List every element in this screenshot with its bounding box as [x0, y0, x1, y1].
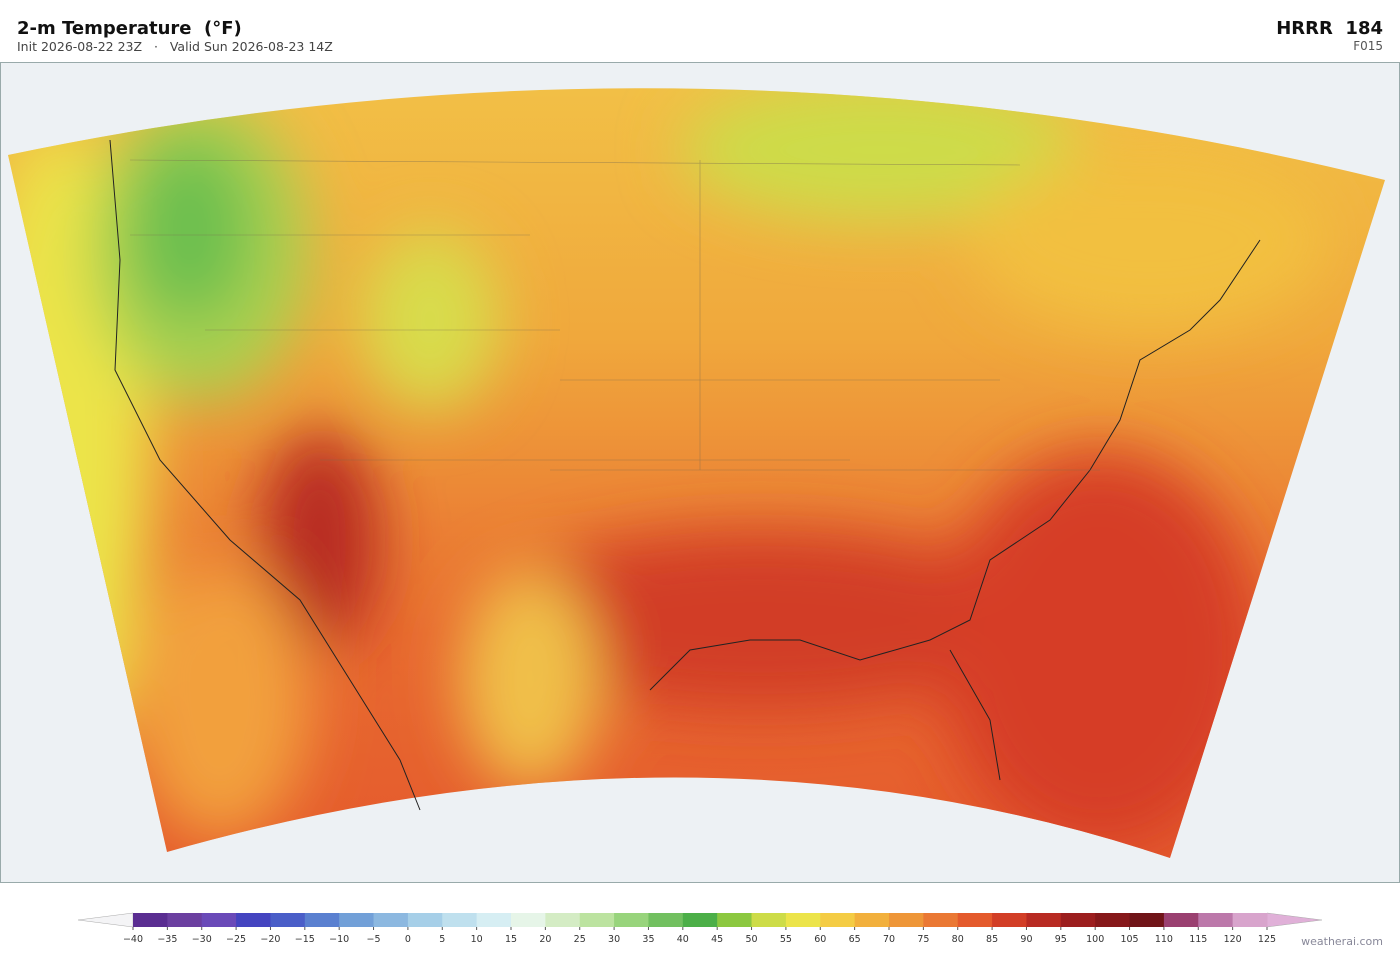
colorbar-tick-label: 45: [711, 934, 723, 945]
colorbar-tick-label: −35: [157, 934, 177, 945]
colorbar-segment: [1232, 913, 1268, 927]
colorbar-tick-label: 25: [574, 934, 586, 945]
colorbar-segment: [717, 913, 753, 927]
colorbar-tick-label: 105: [1120, 934, 1138, 945]
colorbar-segment: [304, 913, 340, 927]
colorbar-segment: [1026, 913, 1062, 927]
colorbar-tick-label: 35: [642, 934, 654, 945]
colorbar-tick-label: 70: [883, 934, 895, 945]
colorbar-segment: [442, 913, 478, 927]
colorbar-segment: [236, 913, 271, 927]
colorbar-tick-label: 115: [1189, 934, 1207, 945]
colorbar-tick-label: −10: [329, 934, 349, 945]
colorbar-segment: [407, 913, 443, 927]
colorbar-segment: [476, 913, 512, 927]
colorbar-tick-label: 75: [917, 934, 929, 945]
colorbar-tick-label: 90: [1020, 934, 1032, 945]
colorbar-tick-label: 110: [1155, 934, 1173, 945]
colorbar-segment: [1129, 913, 1165, 927]
colorbar-segment: [167, 913, 203, 927]
colorbar-segment: [545, 913, 581, 927]
colorbar-tick-label: 120: [1224, 934, 1242, 945]
colorbar-segment: [992, 913, 1027, 927]
colorbar-under: [77, 912, 134, 928]
colorbar-tick-label: −40: [123, 934, 143, 945]
coastlines: [109, 139, 1261, 811]
colorbar-tick-label: 15: [505, 934, 517, 945]
colorbar-segment: [923, 913, 959, 927]
colorbar-segment: [820, 913, 856, 927]
colorbar-tick-label: 100: [1086, 934, 1104, 945]
colorbar-tick-label: −30: [192, 934, 212, 945]
colorbar-tick-label: −20: [260, 934, 280, 945]
colorbar-tick-label: −5: [367, 934, 381, 945]
model-name: HRRR 184: [1276, 18, 1383, 39]
colorbar-segment: [854, 913, 890, 927]
colorbar-tick-label: 10: [471, 934, 483, 945]
colorbar-tick-label: −25: [226, 934, 246, 945]
colorbar-segment: [682, 913, 718, 927]
state-borders: [129, 159, 1100, 471]
colorbar-segment: [1198, 913, 1234, 927]
colorbar: −40 −35 −30 −25 −20 −15 −10 −5 0 5 10 15 20 25 30 35 40 4…: [77, 912, 1323, 945]
colorbar-segment: [614, 913, 649, 927]
map-title: 2-m Temperature (°F): [17, 18, 242, 39]
map-subtitle: Init 2026-08-22 23Z · Valid Sun 2026-08-…: [17, 39, 333, 54]
colorbar-segment: [511, 913, 546, 927]
colorbar-segment: [751, 913, 787, 927]
colorbar-segment: [1060, 913, 1096, 927]
colorbar-tick-label: 55: [780, 934, 792, 945]
colorbar-tick-label: 5: [439, 934, 445, 945]
colorbar-segment: [373, 913, 409, 927]
colorbar-segment: [1095, 913, 1131, 927]
colorbar-tick-label: 0: [405, 934, 411, 945]
colorbar-segment: [339, 913, 375, 927]
colorbar-segment: [133, 913, 168, 927]
colorbar-tick-label: 95: [1055, 934, 1067, 945]
colorbar-tick-label: 40: [677, 934, 689, 945]
forecast-hour: F015: [1353, 39, 1383, 53]
colorbar-tick-label: −15: [295, 934, 315, 945]
colorbar-segment: [270, 913, 306, 927]
colorbar-tick-label: 60: [814, 934, 826, 945]
colorbar-tick-label: 85: [986, 934, 998, 945]
colorbar-segment: [957, 913, 993, 927]
colorbar-segment: [201, 913, 237, 927]
colorbar-segment: [889, 913, 924, 927]
colorbar-segment: [579, 913, 615, 927]
temperature-field: [8, 88, 1385, 858]
colorbar-segment: [785, 913, 821, 927]
colorbar-tick-label: 50: [745, 934, 757, 945]
credit: weatherai.com: [1301, 935, 1383, 948]
colorbar-tick-label: 30: [608, 934, 620, 945]
colorbar-segment: [648, 913, 684, 927]
colorbar-over: [1266, 912, 1323, 928]
colorbar-tick-label: 20: [539, 934, 551, 945]
colorbar-tick-label: 125: [1258, 934, 1276, 945]
colorbar-segment: [1163, 913, 1199, 927]
colorbar-tick-label: 65: [849, 934, 861, 945]
colorbar-tick-label: 80: [952, 934, 964, 945]
